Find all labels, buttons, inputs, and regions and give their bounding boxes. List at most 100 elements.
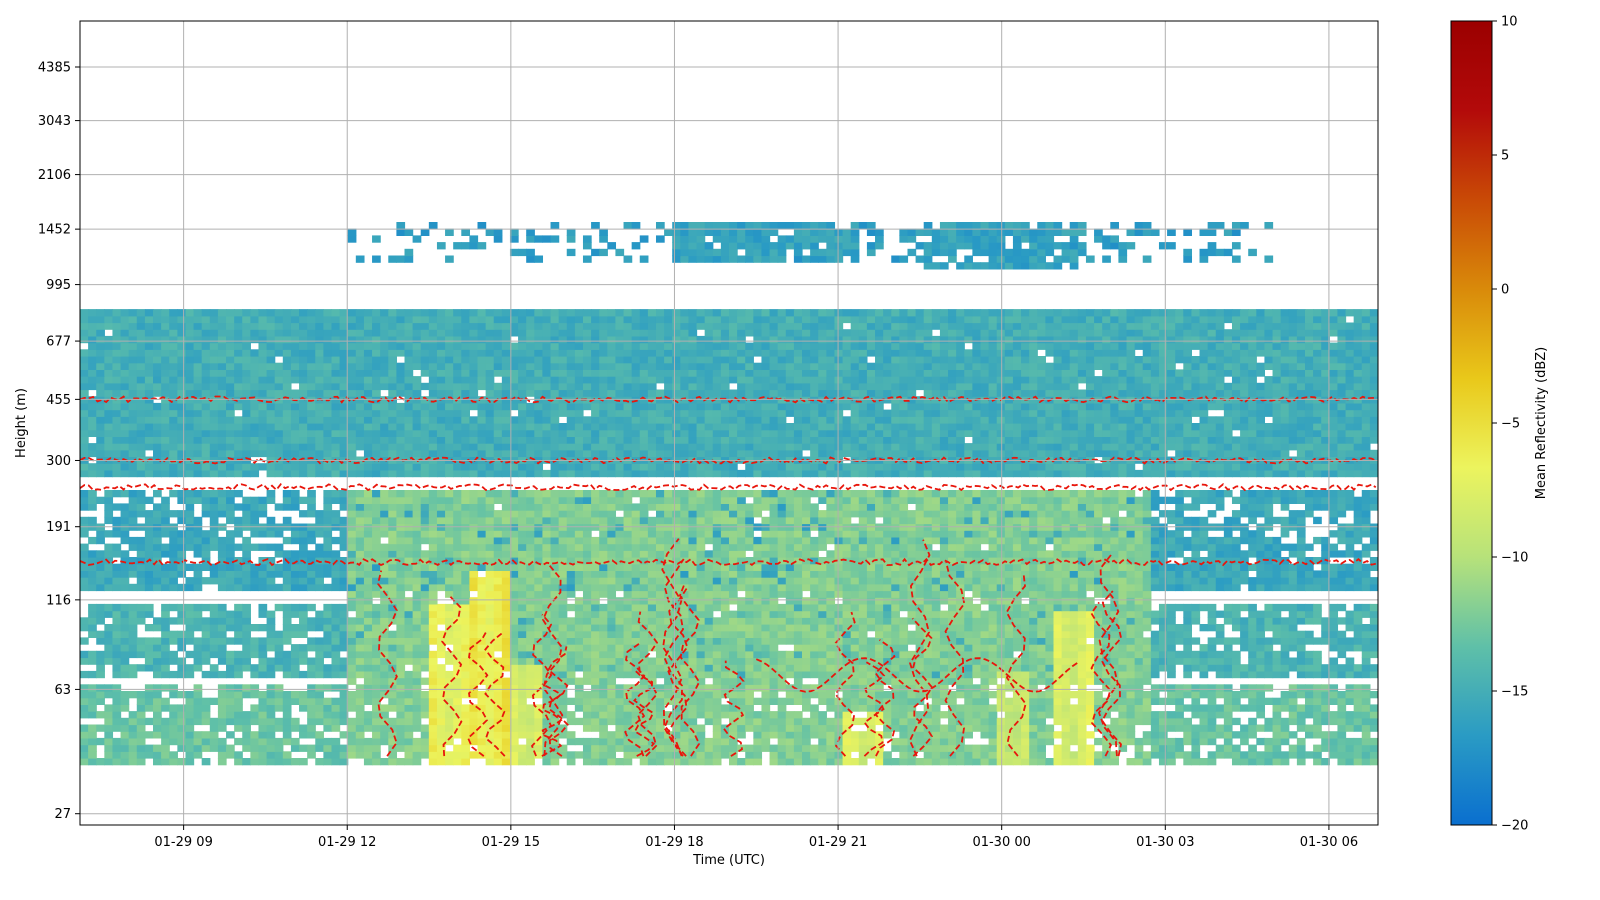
reflectivity-cell bbox=[875, 603, 884, 612]
reflectivity-cell bbox=[688, 664, 698, 672]
reflectivity-cell bbox=[1296, 704, 1306, 712]
reflectivity-cell bbox=[1256, 530, 1266, 538]
reflectivity-cell bbox=[526, 557, 535, 565]
reflectivity-cell bbox=[1304, 691, 1314, 699]
reflectivity-cell bbox=[1134, 563, 1144, 571]
reflectivity-cell bbox=[1061, 664, 1071, 672]
reflectivity-cell bbox=[1337, 670, 1347, 679]
reflectivity-cell bbox=[939, 557, 949, 565]
reflectivity-cell bbox=[1029, 630, 1038, 638]
reflectivity-cell bbox=[574, 563, 584, 571]
reflectivity-cell bbox=[688, 530, 698, 538]
reflectivity-cell bbox=[461, 563, 470, 571]
reflectivity-cell bbox=[615, 557, 625, 565]
reflectivity-cell bbox=[818, 677, 827, 685]
reflectivity-cell bbox=[542, 583, 552, 592]
reflectivity-cell bbox=[793, 670, 803, 679]
reflectivity-cell bbox=[996, 697, 1006, 705]
reflectivity-cell bbox=[818, 530, 827, 538]
reflectivity-cell bbox=[217, 610, 227, 618]
reflectivity-cell bbox=[1353, 644, 1363, 652]
reflectivity-cell bbox=[355, 644, 365, 652]
reflectivity-cell bbox=[1207, 711, 1217, 719]
reflectivity-cell bbox=[582, 624, 592, 632]
reflectivity-cell bbox=[582, 704, 592, 712]
reflectivity-cell bbox=[607, 664, 617, 672]
reflectivity-cell bbox=[1134, 617, 1144, 625]
reflectivity-cell bbox=[234, 637, 243, 645]
reflectivity-cell bbox=[485, 617, 495, 625]
reflectivity-cell bbox=[185, 711, 195, 719]
reflectivity-cell bbox=[436, 644, 446, 652]
reflectivity-cell bbox=[282, 711, 292, 719]
reflectivity-cell bbox=[323, 637, 333, 645]
reflectivity-cell bbox=[939, 697, 949, 705]
reflectivity-cell bbox=[469, 550, 479, 558]
reflectivity-cell bbox=[948, 590, 957, 598]
reflectivity-cell bbox=[323, 751, 333, 759]
reflectivity-cell bbox=[1029, 664, 1038, 672]
reflectivity-cell bbox=[704, 751, 714, 759]
reflectivity-cell bbox=[639, 590, 649, 598]
reflectivity-cell bbox=[161, 697, 170, 705]
reflectivity-cell bbox=[1272, 563, 1282, 571]
reflectivity-cell bbox=[185, 624, 195, 632]
reflectivity-cell bbox=[469, 691, 479, 699]
reflectivity-cell bbox=[290, 570, 300, 578]
reflectivity-cell bbox=[591, 724, 600, 732]
reflectivity-cell bbox=[599, 644, 608, 652]
reflectivity-cell bbox=[1021, 744, 1030, 752]
reflectivity-cell bbox=[112, 550, 122, 558]
reflectivity-cell bbox=[948, 550, 957, 558]
reflectivity-cell bbox=[615, 717, 625, 726]
reflectivity-cell bbox=[1142, 590, 1152, 598]
reflectivity-cell bbox=[664, 731, 673, 739]
reflectivity-cell bbox=[826, 583, 836, 592]
reflectivity-cell bbox=[931, 717, 941, 726]
reflectivity-cell bbox=[1037, 590, 1046, 598]
reflectivity-cell bbox=[948, 737, 957, 746]
reflectivity-cell bbox=[948, 610, 957, 618]
reflectivity-cell bbox=[558, 617, 568, 625]
reflectivity-cell bbox=[566, 543, 576, 551]
reflectivity-cell bbox=[185, 637, 195, 645]
reflectivity-cell bbox=[404, 630, 414, 638]
reflectivity-cell bbox=[396, 536, 406, 545]
reflectivity-cell bbox=[1240, 550, 1249, 558]
reflectivity-cell bbox=[469, 737, 479, 746]
reflectivity-cell bbox=[1215, 670, 1225, 679]
reflectivity-cell bbox=[177, 557, 187, 565]
reflectivity-cell bbox=[1240, 557, 1249, 565]
reflectivity-cell bbox=[388, 657, 397, 665]
reflectivity-cell bbox=[388, 704, 397, 712]
reflectivity-cell bbox=[534, 664, 544, 672]
reflectivity-cell bbox=[647, 603, 657, 612]
reflectivity-cell bbox=[558, 691, 568, 699]
reflectivity-cell bbox=[96, 657, 105, 665]
reflectivity-cell bbox=[1361, 630, 1371, 638]
reflectivity-cell bbox=[1361, 657, 1371, 665]
reflectivity-cell bbox=[1215, 570, 1225, 578]
reflectivity-cell bbox=[980, 563, 990, 571]
reflectivity-cell bbox=[153, 617, 162, 625]
reflectivity-cell bbox=[915, 724, 925, 732]
reflectivity-cell bbox=[388, 536, 397, 545]
reflectivity-cell bbox=[1353, 637, 1363, 645]
reflectivity-cell bbox=[591, 563, 600, 571]
reflectivity-cell bbox=[680, 583, 690, 592]
reflectivity-cell bbox=[493, 550, 503, 558]
reflectivity-cell bbox=[785, 530, 795, 538]
reflectivity-cell bbox=[1353, 717, 1363, 726]
reflectivity-cell bbox=[1207, 577, 1217, 585]
reflectivity-cell bbox=[834, 557, 844, 565]
reflectivity-cell bbox=[939, 670, 949, 679]
reflectivity-cell bbox=[453, 550, 462, 558]
reflectivity-cell bbox=[729, 557, 738, 565]
reflectivity-cell bbox=[1288, 751, 1298, 759]
reflectivity-cell bbox=[88, 557, 97, 565]
reflectivity-cell bbox=[607, 550, 617, 558]
reflectivity-cell bbox=[161, 610, 170, 618]
reflectivity-cell bbox=[858, 677, 868, 685]
reflectivity-cell bbox=[1183, 691, 1193, 699]
reflectivity-cell bbox=[647, 731, 657, 739]
